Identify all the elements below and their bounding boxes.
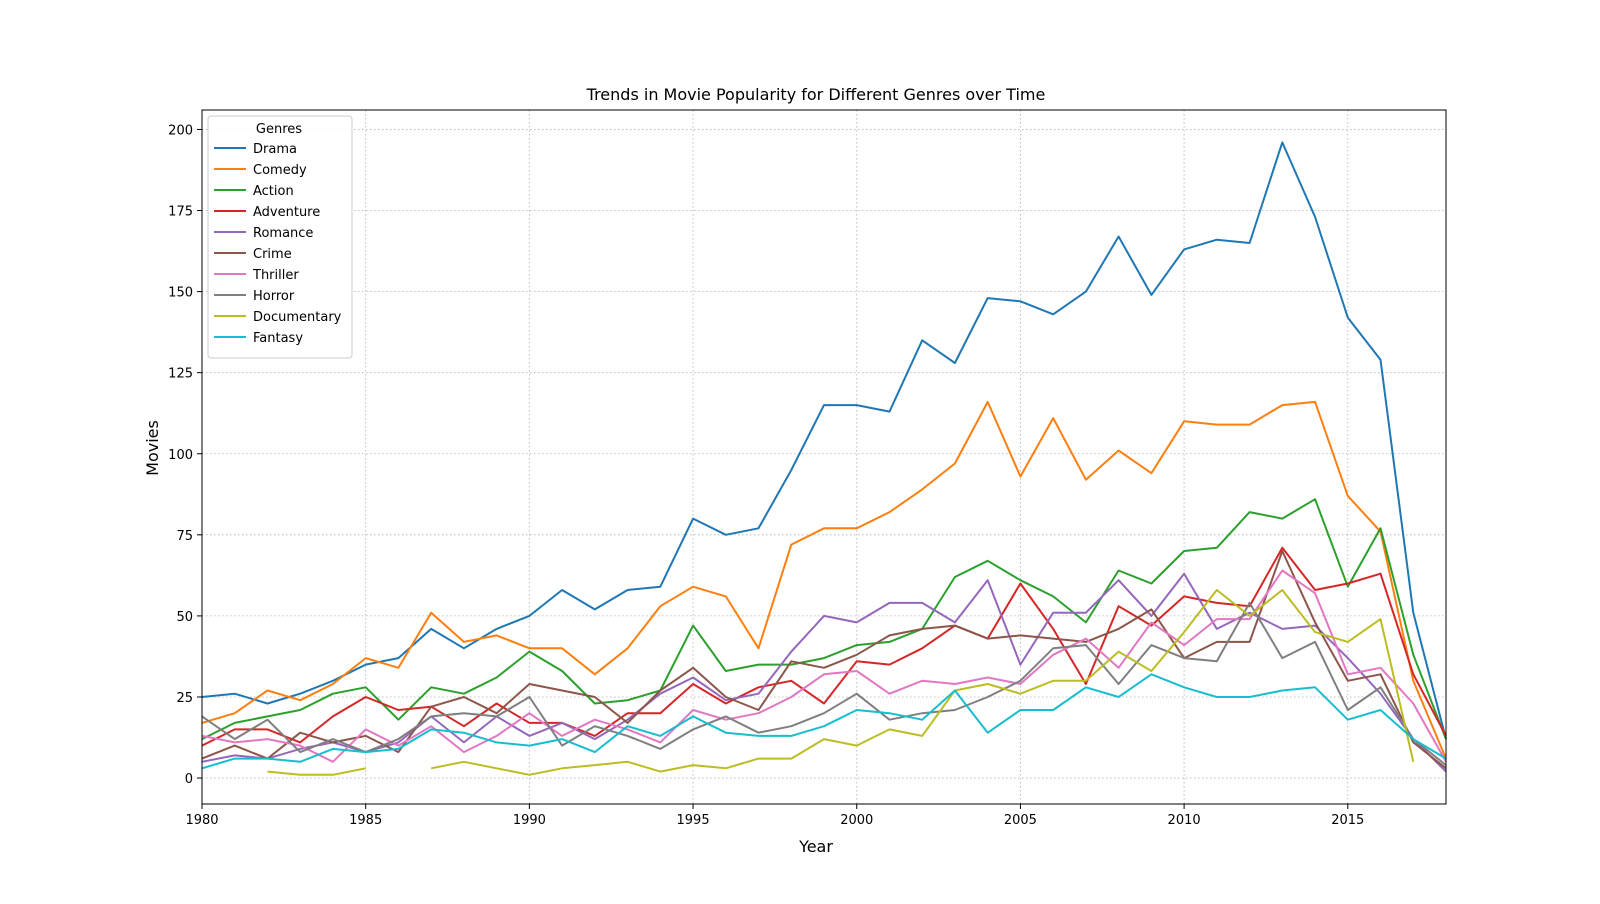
- legend-label-horror: Horror: [253, 289, 295, 304]
- series-line-horror: [201, 601, 1447, 766]
- y-tick-label: 25: [176, 691, 193, 706]
- x-tick-label: 2010: [1168, 813, 1201, 828]
- series-line-fantasy: [201, 673, 1447, 770]
- x-axis-label: Year: [798, 837, 833, 856]
- legend-label-drama: Drama: [253, 142, 297, 157]
- chart-title: Trends in Movie Popularity for Different…: [586, 85, 1046, 104]
- legend-label-romance: Romance: [253, 226, 313, 241]
- plot-frame: [201, 109, 1447, 805]
- legend-box: [207, 115, 353, 359]
- legend-label-fantasy: Fantasy: [253, 331, 303, 346]
- y-tick-label: 175: [168, 205, 193, 220]
- legend-label-crime: Crime: [253, 247, 292, 262]
- x-tick-label: 1995: [677, 813, 710, 828]
- legend-label-thriller: Thriller: [252, 268, 299, 283]
- legend-label-documentary: Documentary: [253, 310, 342, 325]
- x-tick-label: 1980: [185, 813, 218, 828]
- y-tick-label: 0: [185, 772, 193, 787]
- series-line-thriller: [201, 569, 1447, 763]
- y-tick-label: 100: [168, 448, 193, 463]
- series-line-documentary: [267, 589, 1415, 776]
- legend-label-adventure: Adventure: [253, 205, 320, 220]
- series-line-crime: [201, 550, 1447, 770]
- x-tick-label: 1985: [349, 813, 382, 828]
- y-tick-label: 200: [168, 123, 193, 138]
- legend-label-comedy: Comedy: [253, 163, 307, 178]
- x-tick-label: 2000: [840, 813, 873, 828]
- legend: Genres Drama Comedy Action Adventure Romance C…: [207, 115, 353, 359]
- x-tick-label: 2005: [1004, 813, 1037, 828]
- y-axis-label: Movies: [143, 420, 162, 476]
- series-line-comedy: [201, 400, 1447, 759]
- x-tick-label: 2015: [1331, 813, 1364, 828]
- y-tick-label: 50: [176, 610, 193, 625]
- y-axis: 0 25 50 75 100 125 150 175 200: [168, 123, 202, 787]
- legend-label-action: Action: [253, 184, 294, 199]
- series-layer: [201, 141, 1447, 776]
- y-tick-label: 125: [168, 367, 193, 382]
- y-tick-label: 150: [168, 286, 193, 301]
- x-tick-label: 1990: [513, 813, 546, 828]
- series-line-adventure: [201, 546, 1447, 747]
- x-axis: 1980 1985 1990 1995 2000 2005 2010 2015: [185, 804, 1364, 828]
- y-tick-label: 75: [176, 529, 193, 544]
- legend-title: Genres: [256, 122, 302, 137]
